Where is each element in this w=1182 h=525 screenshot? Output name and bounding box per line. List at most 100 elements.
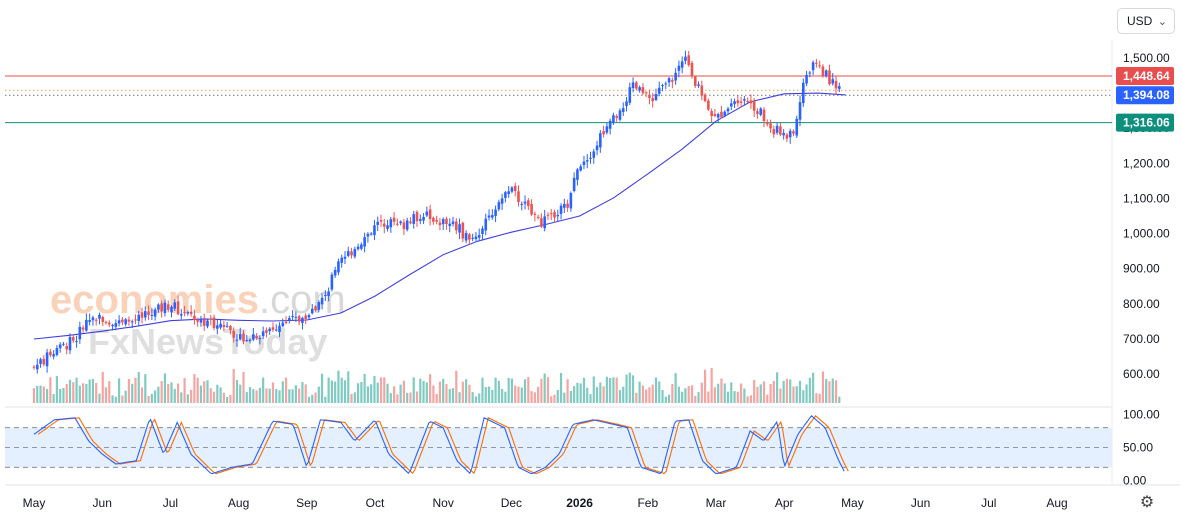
candle (451, 216, 455, 227)
candle-body (693, 76, 697, 86)
time-tick-label: Sep (296, 496, 318, 510)
candle-body (121, 319, 124, 323)
candle (389, 216, 393, 233)
candle (680, 56, 684, 74)
volume-bar (419, 378, 422, 403)
volume-bar (275, 389, 278, 403)
candle-body (608, 120, 612, 129)
candle-body (65, 345, 69, 350)
volume-bar (540, 378, 543, 403)
candle-body (281, 322, 285, 327)
volume-bar (363, 373, 366, 403)
gear-icon[interactable]: ⚙ (1139, 494, 1155, 511)
candle-body (343, 256, 347, 259)
volume-bar (383, 377, 386, 403)
candle-body (667, 78, 671, 83)
oscillator-tick-label: 0.00 (1123, 474, 1147, 488)
candle-body (389, 219, 393, 228)
volume-bar (687, 386, 690, 403)
candle (35, 358, 39, 374)
volume-bar (190, 389, 193, 403)
candle-body (396, 223, 399, 225)
candle-body (144, 311, 147, 318)
candle (130, 319, 134, 329)
candle-body (409, 221, 412, 224)
candle (471, 233, 474, 242)
candle (379, 214, 383, 227)
candle-body (510, 187, 514, 192)
time-tick-label: Dec (501, 496, 522, 510)
candle-body (62, 343, 65, 345)
volume-bar (301, 382, 304, 403)
candle (248, 338, 252, 344)
candle (432, 216, 435, 225)
volume-bar (160, 381, 163, 403)
volume-bar (311, 394, 314, 403)
candle-body (216, 325, 219, 329)
candle (42, 355, 46, 367)
volume-bar (497, 380, 500, 403)
candle (337, 258, 340, 276)
candle (641, 83, 645, 95)
volume-bar (154, 390, 157, 403)
candle (98, 312, 101, 325)
price-tick-label: 1,500.00 (1123, 51, 1170, 65)
volume-bar (818, 393, 821, 403)
candle-body (101, 316, 105, 322)
candle-body (589, 157, 592, 159)
candle-body (553, 212, 556, 218)
volume-bar (137, 372, 140, 403)
volume-bar (667, 394, 671, 403)
candle-body (625, 101, 628, 107)
volume-bar (812, 372, 815, 403)
chart-frame (5, 40, 1180, 486)
candle-body (507, 191, 510, 195)
candle-body (91, 317, 95, 321)
volume-bar (759, 384, 762, 403)
volume-bar (49, 377, 52, 403)
candle-body (107, 322, 111, 325)
volume-bar (118, 378, 121, 403)
volume-bar (455, 370, 458, 403)
volume-bar (520, 387, 523, 403)
candle-body (124, 319, 127, 325)
candle (356, 243, 360, 251)
volume-bar (59, 388, 62, 403)
volume-bar (504, 391, 507, 403)
price-tick-label: 1,200.00 (1123, 156, 1170, 170)
candle-body (631, 82, 635, 89)
candle (756, 108, 759, 119)
time-tick-label: Apr (775, 496, 794, 510)
candle (101, 315, 105, 326)
volume-bar (239, 384, 242, 403)
candle-body (284, 321, 288, 323)
volume-bar (828, 381, 831, 403)
time-axis[interactable]: May Jun Jul Aug Sep Oct Nov Dec 2026 Feb Mar Apr May… (23, 496, 1068, 510)
candle-body (373, 225, 376, 236)
volume-bar (739, 383, 743, 403)
oscillator-axis: 100.00 50.00 0.00 (1123, 408, 1160, 488)
candle-body (307, 315, 311, 318)
volume-bar (121, 395, 124, 403)
volume-bar (262, 377, 265, 403)
stoch-k-line (33, 414, 845, 475)
currency-selector[interactable]: USD ⌄ (1117, 8, 1175, 34)
volume-bar (52, 393, 55, 403)
candle-body (432, 217, 435, 222)
volume-bar (697, 392, 700, 403)
volume-bar (723, 383, 726, 403)
candle-body (304, 315, 308, 320)
candle-body (157, 304, 160, 310)
volume-bar (599, 382, 602, 403)
volume-bar (808, 377, 811, 403)
candle-body (320, 297, 324, 305)
volume-bar (199, 385, 203, 403)
volume-bar (212, 391, 216, 403)
volume-bar (815, 393, 818, 403)
candle (304, 313, 308, 325)
candle (160, 300, 163, 318)
candle (55, 345, 59, 357)
volume-bar (222, 392, 225, 403)
